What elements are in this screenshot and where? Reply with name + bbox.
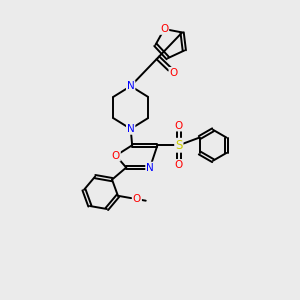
Text: O: O: [175, 160, 183, 170]
Text: O: O: [133, 194, 141, 204]
Text: O: O: [175, 121, 183, 130]
Text: N: N: [127, 124, 135, 134]
Text: O: O: [112, 151, 120, 160]
Text: O: O: [169, 68, 178, 78]
Text: O: O: [160, 24, 168, 34]
Text: N: N: [127, 81, 135, 91]
Text: S: S: [175, 139, 182, 152]
Text: N: N: [146, 163, 154, 172]
